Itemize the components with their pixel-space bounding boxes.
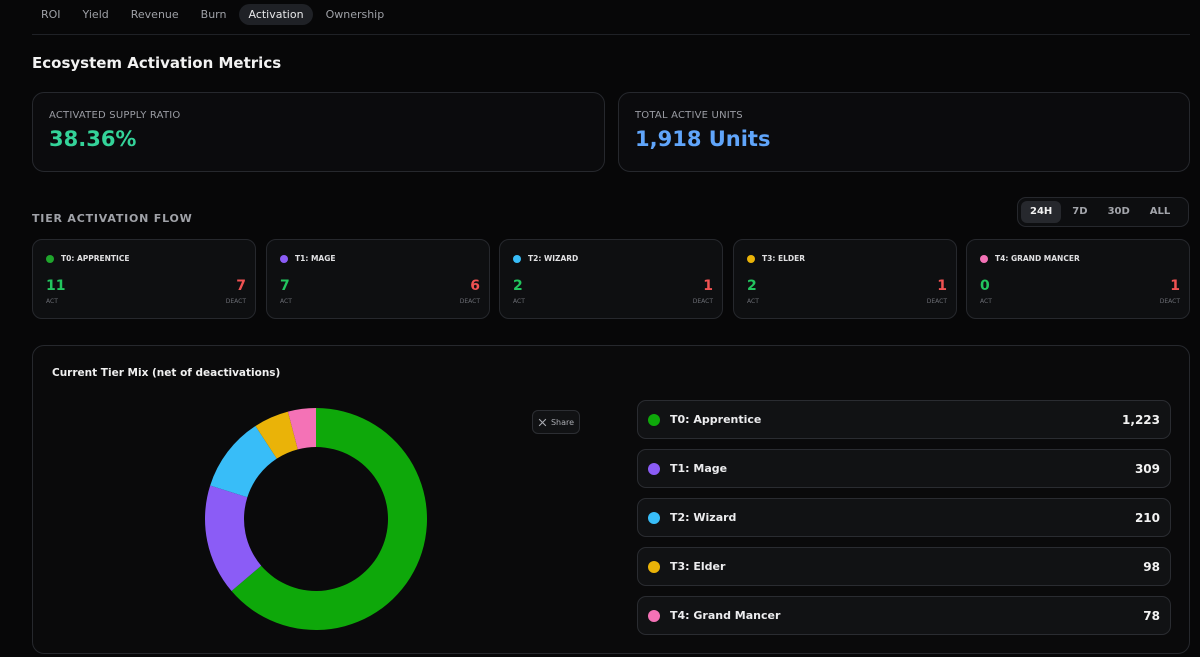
tier-mix-donut-chart: [205, 408, 427, 630]
tier-name: T3: ELDER: [747, 254, 805, 263]
tier-color-dot: [980, 254, 988, 263]
total-active-units-card: TOTAL ACTIVE UNITS 1,918 Units: [618, 92, 1190, 172]
tier-card: T4: GRAND MANCER 0 1 ACT DEACT: [966, 239, 1190, 319]
tier-card: T1: MAGE 7 6 ACT DEACT: [266, 239, 490, 319]
range-7d-button[interactable]: 7D: [1072, 206, 1088, 217]
legend-item[interactable]: T3: Elder 98: [637, 547, 1171, 586]
legend-color-dot: [648, 462, 660, 475]
donut-slice-t3[interactable]: [255, 411, 298, 459]
stat-label: ACTIVATED SUPPLY RATIO: [49, 110, 181, 121]
tier-name-label: T4: GRAND MANCER: [995, 254, 1080, 263]
x-logo-icon: [538, 418, 547, 426]
activation-count: 2: [747, 278, 757, 294]
deactivation-count: 1: [703, 278, 713, 294]
legend-value: 1,223: [1122, 412, 1160, 427]
legend-item[interactable]: T4: Grand Mancer 78: [637, 596, 1171, 635]
legend-value: 78: [1143, 608, 1160, 623]
tier-name: T1: MAGE: [280, 254, 336, 263]
tier-name-label: T1: MAGE: [295, 254, 336, 263]
tier-name: T2: WIZARD: [513, 254, 578, 263]
tier-color-dot: [46, 254, 54, 263]
share-label: Share: [550, 417, 575, 427]
deact-label: DEACT: [1159, 298, 1180, 305]
legend-value: 98: [1143, 559, 1160, 574]
legend-item[interactable]: T2: Wizard 210: [637, 498, 1171, 537]
donut-slice-t2[interactable]: [210, 425, 277, 498]
tier-name-label: T2: WIZARD: [528, 254, 579, 263]
activation-count: 11: [46, 278, 66, 294]
legend-item[interactable]: T1: Mage 309: [637, 449, 1171, 488]
time-range-selector: 24H 7D 30D ALL: [1017, 197, 1189, 227]
deact-label: DEACT: [692, 298, 713, 305]
tier-color-dot: [513, 254, 521, 263]
donut-slice-t1[interactable]: [205, 485, 262, 592]
deactivation-count: 1: [1170, 278, 1180, 294]
deactivation-count: 7: [236, 278, 246, 294]
activated-supply-ratio-card: ACTIVATED SUPPLY RATIO 38.36%: [32, 92, 605, 172]
legend-color-dot: [648, 413, 660, 426]
legend-label: T1: Mage: [670, 462, 728, 475]
tab-revenue[interactable]: Revenue: [130, 7, 179, 21]
legend-color-dot: [648, 609, 660, 622]
legend-color-dot: [648, 511, 660, 524]
deactivation-count: 1: [937, 278, 947, 294]
stat-label: TOTAL ACTIVE UNITS: [635, 110, 743, 121]
legend-label: T3: Elder: [670, 560, 726, 573]
range-30d-button[interactable]: 30D: [1107, 206, 1130, 217]
donut-slice-t0[interactable]: [231, 408, 427, 630]
tab-divider: [32, 34, 1190, 35]
tab-ownership[interactable]: Ownership: [325, 7, 385, 21]
tier-name-label: T0: APPRENTICE: [61, 254, 130, 263]
legend-label: T2: Wizard: [670, 511, 737, 524]
act-label: ACT: [46, 298, 58, 305]
tier-mix-panel: Current Tier Mix (net of deactivations) …: [32, 345, 1190, 654]
activation-count: 7: [280, 278, 290, 294]
chart-title: Current Tier Mix (net of deactivations): [52, 367, 281, 379]
tier-card: T0: APPRENTICE 11 7 ACT DEACT: [32, 239, 256, 319]
share-button[interactable]: Share: [532, 410, 580, 434]
tier-color-dot: [280, 254, 288, 263]
tab-bar: ROI Yield Revenue Burn Activation Ownership: [32, 2, 393, 26]
deact-label: DEACT: [459, 298, 480, 305]
range-all-button[interactable]: ALL: [1149, 206, 1171, 217]
tab-roi[interactable]: ROI: [41, 7, 61, 21]
tab-yield[interactable]: Yield: [82, 7, 109, 21]
tier-activation-flow-label: TIER ACTIVATION FLOW: [32, 212, 193, 225]
tab-activation[interactable]: Activation: [239, 3, 313, 25]
tier-card: T2: WIZARD 2 1 ACT DEACT: [499, 239, 723, 319]
legend-item[interactable]: T0: Apprentice 1,223: [637, 400, 1171, 439]
deact-label: DEACT: [225, 298, 246, 305]
stat-value: 1,918 Units: [635, 127, 771, 151]
activation-count: 0: [980, 278, 990, 294]
legend-value: 309: [1134, 461, 1160, 476]
legend-label: T0: Apprentice: [670, 413, 762, 426]
act-label: ACT: [980, 298, 992, 305]
donut-slice-t4[interactable]: [287, 408, 316, 450]
tier-name: T0: APPRENTICE: [46, 254, 129, 263]
act-label: ACT: [747, 298, 759, 305]
act-label: ACT: [280, 298, 292, 305]
tier-color-dot: [747, 254, 755, 263]
page-title: Ecosystem Activation Metrics: [32, 54, 282, 72]
stat-value: 38.36%: [49, 127, 137, 151]
deactivation-count: 6: [470, 278, 480, 294]
act-label: ACT: [513, 298, 525, 305]
tier-name: T4: GRAND MANCER: [980, 254, 1080, 263]
legend-value: 210: [1134, 510, 1160, 525]
activation-count: 2: [513, 278, 523, 294]
tier-name-label: T3: ELDER: [762, 254, 805, 263]
tier-card: T3: ELDER 2 1 ACT DEACT: [733, 239, 957, 319]
legend-color-dot: [648, 560, 660, 573]
range-24h-button[interactable]: 24H: [1021, 201, 1062, 223]
tab-burn[interactable]: Burn: [200, 7, 227, 21]
deact-label: DEACT: [926, 298, 947, 305]
legend-label: T4: Grand Mancer: [670, 609, 781, 622]
